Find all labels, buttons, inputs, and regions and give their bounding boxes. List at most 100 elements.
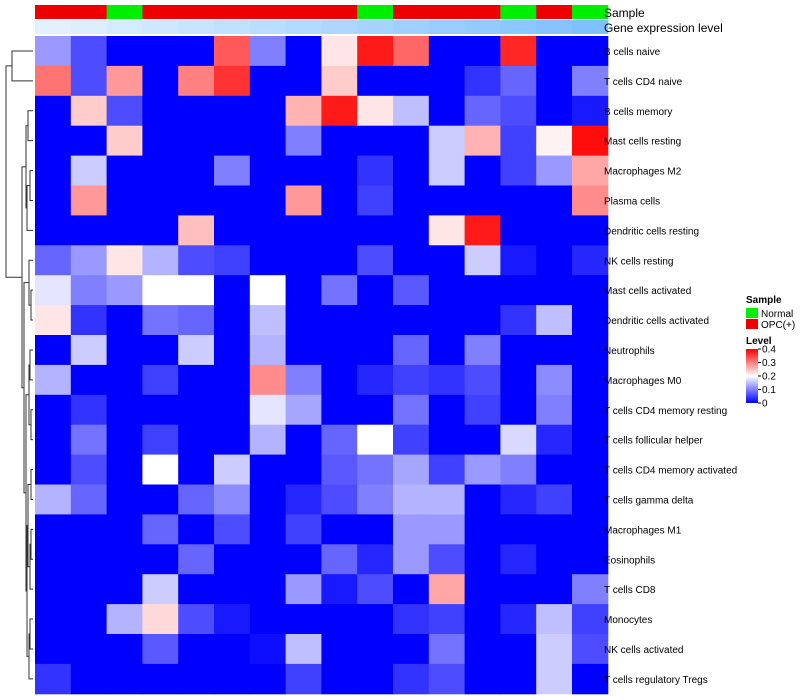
heatmap-cell <box>357 544 394 575</box>
sample-annotation-cell <box>285 5 322 19</box>
heatmap-cell <box>249 125 287 157</box>
heatmap-cell <box>142 305 179 336</box>
heatmap-cell <box>572 663 609 695</box>
row-label: NK cells activated <box>604 645 683 656</box>
heatmap-cell <box>70 95 108 127</box>
heatmap-cell <box>321 484 358 515</box>
heatmap-cell <box>35 574 72 605</box>
row-label: Mast cells activated <box>604 286 691 297</box>
heatmap-cell <box>536 634 573 665</box>
level-tick-label: 0.4 <box>762 345 776 356</box>
heatmap-cell <box>70 364 108 396</box>
heatmap-cell <box>428 305 466 336</box>
heatmap-cell <box>106 36 143 67</box>
heatmap-cell <box>357 65 394 97</box>
heatmap-cell <box>285 394 322 426</box>
heatmap-cell <box>142 604 179 635</box>
gene-annotation-cell <box>249 20 287 34</box>
heatmap-cell <box>428 544 466 575</box>
heatmap-cell <box>214 364 251 396</box>
dendrogram-branch <box>5 65 22 278</box>
heatmap-cell <box>428 215 466 246</box>
heatmap-cell <box>357 514 394 545</box>
heatmap-cell <box>500 574 537 605</box>
heatmap-cell <box>464 125 501 157</box>
heatmap-cell <box>572 305 609 336</box>
heatmap-cell <box>285 65 322 97</box>
heatmap-cell <box>35 185 72 216</box>
heatmap-cell <box>428 454 466 485</box>
sample-annotation-cell <box>249 5 287 19</box>
heatmap-cell <box>70 125 108 157</box>
heatmap-cell <box>321 155 358 186</box>
heatmap-cell <box>572 604 609 635</box>
heatmap-cell <box>285 634 322 665</box>
heatmap-cell <box>393 484 430 515</box>
heatmap-cell <box>106 663 143 695</box>
heatmap-cell <box>536 663 573 695</box>
heatmap-cell <box>572 335 609 366</box>
heatmap-cell <box>572 275 609 306</box>
heatmap-cell <box>178 335 215 366</box>
heatmap-cell <box>500 634 537 665</box>
heatmap-cell <box>321 305 358 336</box>
heatmap-cell <box>178 275 215 306</box>
heatmap-cell <box>536 36 573 67</box>
heatmap-cell <box>35 305 72 336</box>
heatmap-cell <box>321 65 358 97</box>
row-label: T cells regulatory Tregs <box>604 675 708 686</box>
heatmap-cell <box>464 454 501 485</box>
gene-annotation-cell <box>106 20 143 34</box>
heatmap-cell <box>357 454 394 485</box>
row-label: Macrophages M2 <box>604 167 682 178</box>
heatmap-cell <box>35 634 72 665</box>
heatmap-cell <box>214 215 251 246</box>
heatmap-cell <box>142 424 179 456</box>
row-label: B cells memory <box>604 107 672 118</box>
heatmap-cell <box>35 36 72 67</box>
heatmap-cell <box>357 663 394 695</box>
heatmap-cell <box>178 514 215 545</box>
heatmap-cell <box>285 364 322 396</box>
heatmap-cell <box>572 155 609 186</box>
heatmap-cell <box>70 454 108 485</box>
heatmap-cell <box>428 604 466 635</box>
heatmap-cell <box>321 335 358 366</box>
sample-annotation-cell <box>178 5 215 19</box>
heatmap-cell <box>178 305 215 336</box>
heatmap-cell <box>142 663 179 695</box>
sample-annotation-cell <box>321 5 358 19</box>
heatmap-cell <box>536 155 573 186</box>
heatmap-cell <box>142 484 179 515</box>
heatmap-cell <box>70 634 108 665</box>
heatmap-cell <box>572 185 609 216</box>
heatmap-cell <box>321 394 358 426</box>
heatmap-cell <box>70 245 108 276</box>
heatmap-cell <box>393 245 430 276</box>
heatmap-cell <box>393 424 430 456</box>
heatmap-cell <box>285 125 322 157</box>
heatmap-cell <box>500 394 537 426</box>
heatmap-cell <box>393 663 430 695</box>
heatmap-cell <box>142 574 179 605</box>
heatmap-cell <box>106 604 143 635</box>
heatmap-cell <box>536 245 573 276</box>
heatmap-cell <box>500 215 537 246</box>
heatmap-cell <box>464 36 501 67</box>
heatmap-cell <box>142 215 179 246</box>
heatmap-cell <box>572 65 609 97</box>
heatmap-cell <box>357 484 394 515</box>
heatmap-cell <box>536 544 573 575</box>
heatmap-cell <box>428 364 466 396</box>
heatmap-cell <box>178 604 215 635</box>
dendrogram-branch <box>29 349 33 381</box>
heatmap-cell <box>214 514 251 545</box>
heatmap-cell <box>35 424 72 456</box>
heatmap-cell <box>357 634 394 665</box>
heatmap-cell <box>536 275 573 306</box>
gene-annotation-cell <box>214 20 251 34</box>
row-label: Macrophages M1 <box>604 525 682 536</box>
heatmap-cell <box>214 424 251 456</box>
heatmap-cell <box>249 245 287 276</box>
heatmap-cell <box>142 36 179 67</box>
